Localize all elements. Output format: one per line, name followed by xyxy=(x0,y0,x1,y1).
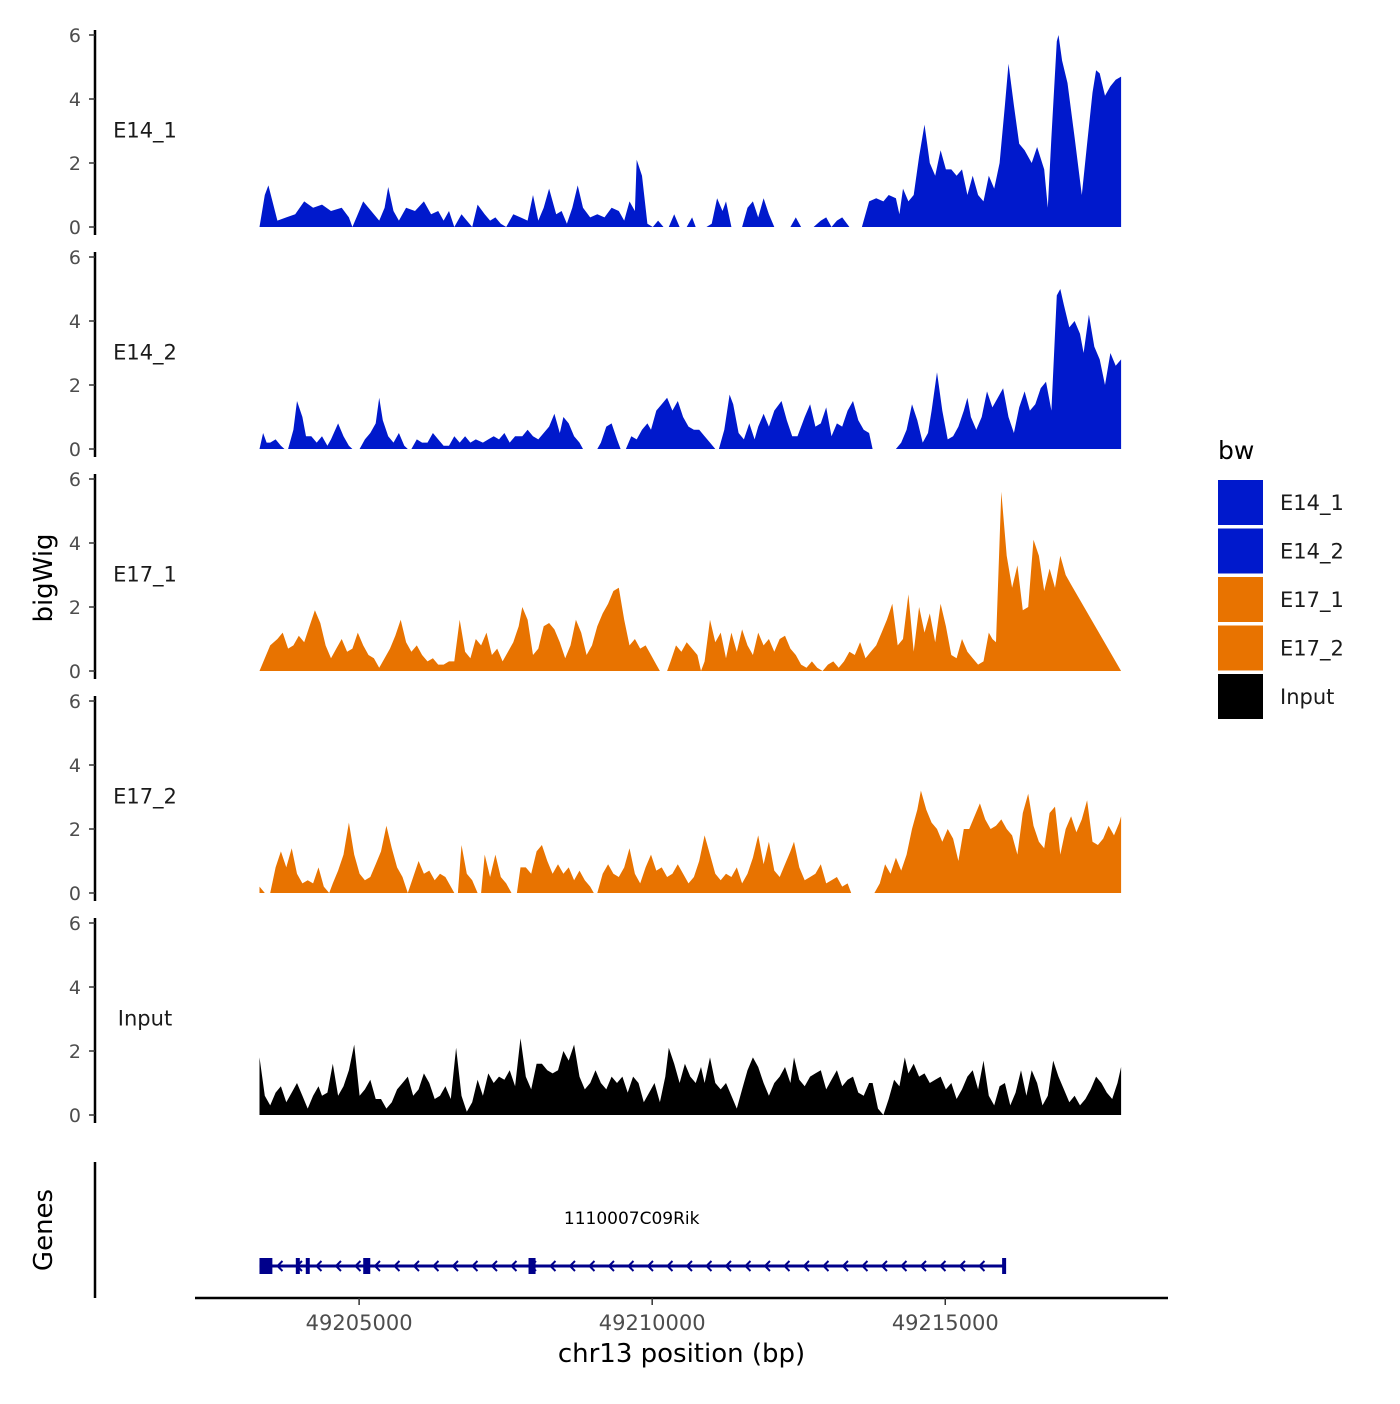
strand-arrow-icon xyxy=(841,1260,849,1272)
legend-swatch-Input xyxy=(1218,674,1263,719)
y-tick-label-E14_2-6: 6 xyxy=(69,247,81,269)
y-tick-label-E14_1-6: 6 xyxy=(69,25,81,47)
y-axis-title: bigWig xyxy=(29,533,59,622)
y-tick-label-E14_2-4: 4 xyxy=(69,311,81,333)
strand-arrow-icon xyxy=(900,1260,908,1272)
y-tick-label-E17_1-4: 4 xyxy=(69,533,81,555)
legend-title: bw xyxy=(1218,436,1254,465)
y-tick-label-E14_2-0: 0 xyxy=(69,439,81,461)
y-tick-label-Input-4: 4 xyxy=(69,977,81,999)
legend-label-E14_2: E14_2 xyxy=(1280,540,1344,565)
strand-arrow-icon xyxy=(763,1260,771,1272)
gene-exon-2 xyxy=(295,1258,300,1274)
strand-arrow-icon xyxy=(666,1260,674,1272)
strand-arrow-icon xyxy=(802,1260,810,1272)
strand-arrow-icon xyxy=(334,1260,342,1272)
coverage-area-E14_2 xyxy=(259,289,1122,449)
y-tick-label-E17_1-0: 0 xyxy=(69,661,81,683)
strand-arrow-icon xyxy=(607,1260,615,1272)
x-tick-label-49215000: 49215000 xyxy=(892,1311,999,1335)
strand-arrow-icon xyxy=(958,1260,966,1272)
track-label-E14_1: E14_1 xyxy=(113,119,177,144)
strand-arrow-icon xyxy=(510,1260,518,1272)
strand-arrow-icon xyxy=(588,1260,596,1272)
legend-label-E17_1: E17_1 xyxy=(1280,588,1344,613)
y-tick-label-E17_1-2: 2 xyxy=(69,597,81,619)
y-tick-label-E14_1-2: 2 xyxy=(69,153,81,175)
coverage-area-E17_2 xyxy=(259,790,1122,893)
gene-exon-3 xyxy=(305,1258,310,1274)
strand-arrow-icon xyxy=(373,1260,381,1272)
strand-arrow-icon xyxy=(393,1260,401,1272)
coverage-area-E14_1 xyxy=(259,35,1122,227)
strand-arrow-icon xyxy=(724,1260,732,1272)
gene-exon-1 xyxy=(259,1258,273,1274)
strand-arrow-icon xyxy=(939,1260,947,1272)
strand-arrow-icon xyxy=(919,1260,927,1272)
track-label-E17_2: E17_2 xyxy=(113,785,177,810)
y-tick-label-E17_2-2: 2 xyxy=(69,819,81,841)
y-tick-label-Input-0: 0 xyxy=(69,1105,81,1127)
legend-label-Input: Input xyxy=(1280,685,1334,709)
strand-arrow-icon xyxy=(354,1260,362,1272)
strand-arrow-icon xyxy=(744,1260,752,1272)
strand-arrow-icon xyxy=(705,1260,713,1272)
strand-arrow-icon xyxy=(276,1260,284,1272)
legend-label-E14_1: E14_1 xyxy=(1280,491,1344,516)
legend-swatch-E14_2 xyxy=(1218,528,1263,574)
track-label-E14_2: E14_2 xyxy=(113,341,177,366)
track-label-Input: Input xyxy=(118,1007,172,1031)
strand-arrow-icon xyxy=(627,1260,635,1272)
strand-arrow-icon xyxy=(880,1260,888,1272)
strand-arrow-icon xyxy=(490,1260,498,1272)
y-tick-label-E17_2-6: 6 xyxy=(69,691,81,713)
gene-exon-5 xyxy=(528,1258,536,1274)
strand-arrow-icon xyxy=(646,1260,654,1272)
strand-arrow-icon xyxy=(412,1260,420,1272)
gene-exon-4 xyxy=(363,1258,371,1274)
strand-arrow-icon xyxy=(822,1260,830,1272)
x-tick-label-49205000: 49205000 xyxy=(306,1311,413,1335)
coverage-area-Input xyxy=(259,1038,1122,1115)
y-tick-label-E14_2-2: 2 xyxy=(69,375,81,397)
strand-arrow-icon xyxy=(549,1260,557,1272)
legend-label-E17_2: E17_2 xyxy=(1280,637,1344,662)
strand-arrow-icon xyxy=(568,1260,576,1272)
legend-swatch-E17_2 xyxy=(1218,625,1263,671)
strand-arrow-icon xyxy=(783,1260,791,1272)
x-tick-label-49210000: 49210000 xyxy=(599,1311,706,1335)
legend-swatch-E17_1 xyxy=(1218,577,1263,622)
coverage-area-E17_1 xyxy=(259,491,1122,671)
y-tick-label-E17_1-6: 6 xyxy=(69,469,81,491)
y-tick-label-E17_2-4: 4 xyxy=(69,755,81,777)
strand-arrow-icon xyxy=(685,1260,693,1272)
y-tick-label-E17_2-0: 0 xyxy=(69,883,81,905)
x-axis-title: chr13 position (bp) xyxy=(558,1339,805,1369)
strand-arrow-icon xyxy=(451,1260,459,1272)
track-label-E17_1: E17_1 xyxy=(113,563,177,588)
gene-label-1110007C09Rik: 1110007C09Rik xyxy=(564,1209,700,1229)
y-tick-label-E14_1-0: 0 xyxy=(69,217,81,239)
strand-arrow-icon xyxy=(978,1260,986,1272)
legend-swatch-E14_1 xyxy=(1218,480,1263,525)
strand-arrow-icon xyxy=(315,1260,323,1272)
strand-arrow-icon xyxy=(432,1260,440,1272)
strand-arrow-icon xyxy=(861,1260,869,1272)
strand-arrow-icon xyxy=(471,1260,479,1272)
y-tick-label-Input-6: 6 xyxy=(69,913,81,935)
y-tick-label-Input-2: 2 xyxy=(69,1041,81,1063)
genes-track-title: Genes xyxy=(29,1189,59,1271)
gene-exon-6 xyxy=(1002,1258,1007,1274)
y-tick-label-E14_1-4: 4 xyxy=(69,89,81,111)
